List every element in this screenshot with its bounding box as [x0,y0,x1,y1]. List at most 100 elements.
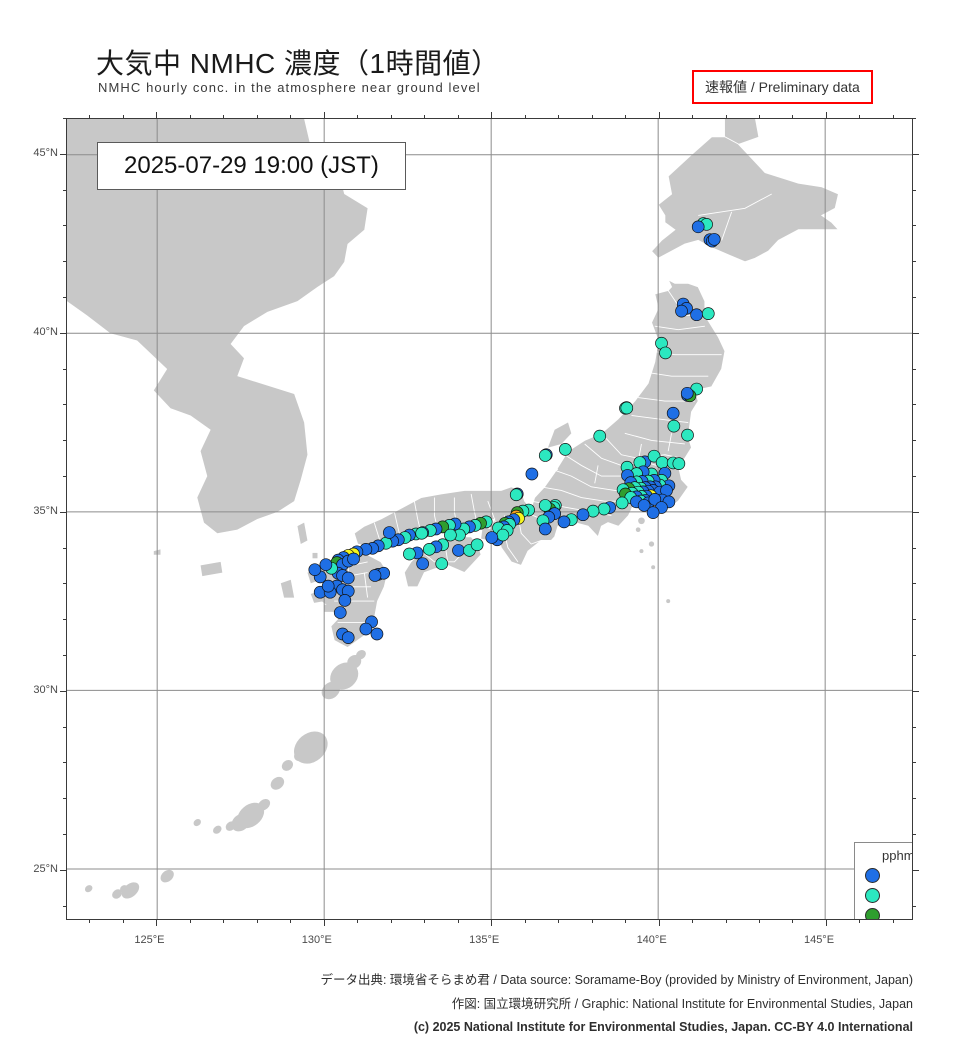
data-point [415,526,428,540]
data-point [691,220,705,234]
axis-tick-mark [913,476,916,478]
data-point [444,528,457,542]
axis-tick-mark [63,583,66,585]
axis-tick-y: 30°N [33,683,58,696]
data-point [620,401,634,415]
axis-tick-mark [913,368,916,370]
legend-panel: pphmC ≤10≤20≤32≤50≤100≤3000 [854,842,912,920]
axis-tick-mark [913,869,919,871]
axis-tick-mark [457,920,459,923]
axis-tick-mark [63,476,66,478]
axis-tick-mark [357,115,359,118]
axis-tick-mark [63,118,66,119]
axis-tick-mark [223,920,225,923]
axis-tick-x: 130°E [301,934,332,946]
axis-tick-mark [63,834,66,836]
data-point [666,406,680,420]
axis-tick-mark [122,920,124,923]
axis-tick-mark [625,115,627,118]
axis-tick-mark [913,690,919,692]
page-title: 大気中 NMHC 濃度（1時間値） [96,48,500,79]
data-point [423,542,436,556]
legend-item: ≤10 [861,865,912,885]
axis-tick-mark [223,115,225,118]
axis-tick-mark [913,726,916,728]
axis-tick-mark [658,920,660,926]
axis-tick-mark [558,920,560,923]
legend-swatch-icon [865,887,880,903]
data-point [557,515,571,529]
axis-tick-mark [792,920,794,923]
axis-tick-mark [424,920,426,923]
axis-tick-mark [122,115,124,118]
axis-tick-mark [60,511,66,513]
data-point [659,346,672,360]
axis-tick-mark [913,189,916,191]
axis-tick-mark [524,115,526,118]
data-point [690,308,703,322]
legend-item-label: ≤32 [880,908,912,920]
axis-tick-mark [60,869,66,871]
data-point [667,419,681,433]
axis-tick-mark [156,920,158,926]
axis-tick-mark [491,112,493,118]
axis-tick-mark [357,920,359,923]
data-point [308,563,322,577]
data-point [615,496,629,510]
legend-title: pphmC [882,848,912,863]
axis-tick-y: 35°N [33,504,58,517]
legend-item: ≤20 [861,885,912,905]
data-point [347,552,360,566]
axis-tick-mark [692,920,694,923]
legend-swatch-icon [865,867,880,883]
timestamp-label: 2025-07-29 19:00 (JST) [97,142,406,190]
axis-tick-mark [825,112,827,118]
axis-tick-mark [913,762,916,764]
map-plot-area[interactable]: 2025-07-29 19:00 (JST) pphmC ≤10≤20≤32≤5… [66,118,913,920]
legend-swatch-icon [865,907,880,919]
legend-item-label: ≤10 [880,868,912,883]
footer-data-source: データ出典: 環境省そらまめ君 / Data source: Soramame-… [320,973,913,987]
axis-tick-mark [256,920,258,923]
data-point [485,531,499,544]
axis-tick-mark [156,112,158,118]
axis-tick-mark [63,368,66,370]
axis-tick-mark [323,920,325,926]
data-point [416,557,429,571]
data-point [637,499,651,512]
axis-tick-mark [63,547,66,549]
axis-tick-mark [60,690,66,692]
data-point [370,627,384,641]
data-point [341,631,355,644]
data-point [470,538,484,552]
axis-tick-mark [63,297,66,299]
axis-tick-mark [725,115,727,118]
axis-tick-mark [725,920,727,923]
data-point [538,499,552,512]
data-point [435,557,449,571]
axis-tick-mark [591,115,593,118]
axis-tick-mark [892,115,894,118]
axis-tick-mark [913,511,919,513]
axis-tick-mark [913,118,916,119]
data-point [359,622,373,636]
data-point [452,544,465,557]
axis-tick-mark [913,583,916,585]
axis-tick-mark [859,115,861,118]
data-point [321,579,335,593]
data-point [368,569,382,582]
data-point [681,428,694,442]
axis-tick-mark [89,920,91,923]
data-point [597,502,611,516]
data-point [509,488,523,502]
data-point [338,594,352,607]
axis-tick-mark [913,153,919,155]
data-point [646,506,660,519]
axis-tick-mark [63,905,66,907]
axis-tick-mark [913,404,916,406]
axis-tick-mark [913,834,916,836]
axis-tick-mark [63,189,66,191]
axis-tick-mark [89,115,91,118]
axis-tick-mark [457,115,459,118]
axis-tick-mark [625,920,627,923]
